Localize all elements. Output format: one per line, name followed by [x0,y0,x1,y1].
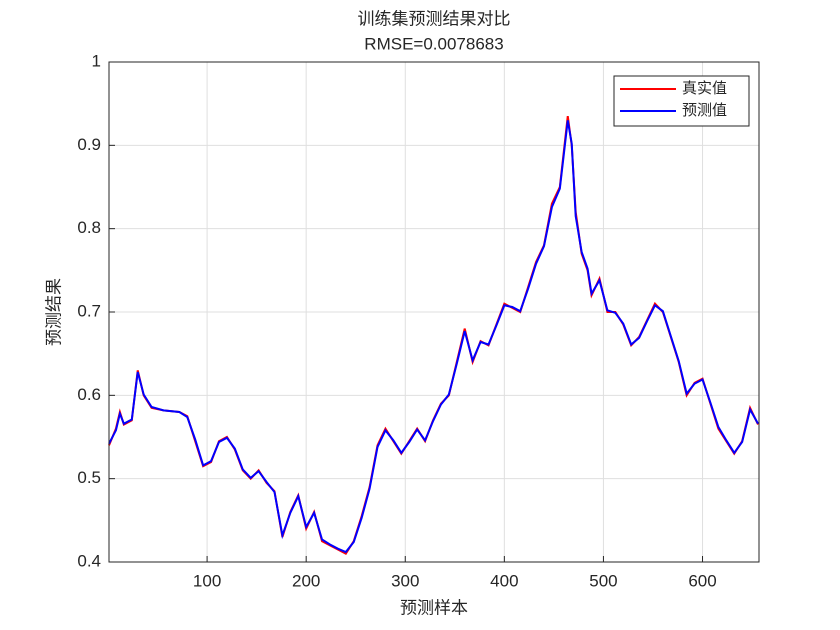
x-tick-label: 300 [391,571,419,590]
y-tick-label: 0.7 [77,301,101,320]
legend-label: 真实值 [682,79,727,97]
legend-box [613,75,750,127]
y-tick-label: 0.5 [77,468,101,487]
y-tick-label: 0.4 [77,551,101,570]
x-tick-label: 500 [589,571,617,590]
y-tick-label: 0.9 [77,135,101,154]
y-tick-label: 0.6 [77,385,101,404]
x-tick-label: 400 [490,571,518,590]
legend-label: 预测值 [682,101,727,119]
y-tick-label: 1 [92,51,101,70]
series-line [108,120,759,554]
chart-subtitle: RMSE=0.0078683 [364,34,503,53]
x-axis-label: 预测样本 [400,599,468,619]
x-tick-label: 200 [292,571,320,590]
x-tick-label: 600 [688,571,716,590]
x-tick-label: 100 [193,571,221,590]
y-tick-label: 0.8 [77,218,101,237]
chart-title: 训练集预测结果对比 [358,10,511,30]
y-axis-label: 预测结果 [45,278,65,346]
plot-frame [108,61,760,563]
